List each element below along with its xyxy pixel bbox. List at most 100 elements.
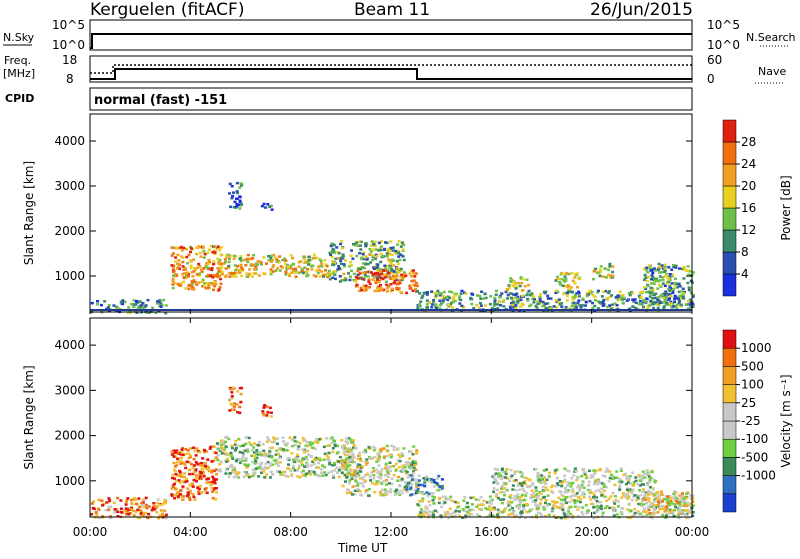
echo-cell (686, 307, 690, 310)
echo-cell (233, 200, 237, 204)
echo-cell (493, 507, 496, 510)
echo-cell (542, 304, 546, 308)
echo-cell (400, 273, 404, 277)
echo-cell (523, 498, 527, 502)
echo-cell (538, 297, 542, 300)
echo-cell (548, 306, 552, 309)
echo-cell (587, 290, 591, 294)
echo-cell (173, 477, 177, 480)
echo-cell (130, 498, 134, 502)
echo-cell (224, 440, 227, 444)
echo-cell (171, 252, 175, 255)
echo-cell (599, 507, 603, 511)
echo-cell (664, 505, 668, 509)
echo-cell (509, 497, 513, 500)
echo-cell (604, 470, 608, 473)
echo-cell (408, 457, 412, 460)
echo-cell (678, 494, 682, 497)
colorbar-swatch (722, 366, 737, 385)
echo-cell (626, 476, 630, 479)
echo-cell (228, 275, 232, 278)
echo-cell (477, 498, 481, 502)
echo-cell (525, 510, 529, 514)
echo-cell (387, 482, 391, 485)
echo-cell (418, 303, 422, 306)
echo-cell (438, 307, 442, 310)
echo-cell (341, 484, 345, 488)
echo-cell (521, 277, 525, 281)
echo-cell (422, 292, 426, 295)
echo-cell (384, 462, 388, 466)
echo-cell (205, 275, 208, 278)
echo-cell (590, 291, 594, 294)
echo-cell (505, 288, 509, 292)
echo-cell (268, 450, 272, 453)
echo-cell (615, 303, 619, 307)
echo-cell (256, 443, 260, 447)
echo-cell (140, 501, 144, 505)
echo-cell (534, 514, 538, 517)
echo-cell (279, 473, 283, 477)
echo-cell (352, 443, 356, 447)
echo-cell (654, 292, 658, 295)
echo-cell (171, 473, 175, 477)
echo-cell (372, 267, 376, 270)
echo-cell (647, 471, 651, 475)
echo-cell (242, 449, 246, 452)
echo-cell (379, 252, 383, 256)
echo-cell (175, 491, 179, 495)
echo-cell (279, 472, 283, 475)
echo-cell (563, 498, 567, 501)
echo-cell (401, 469, 405, 472)
echo-cell (141, 302, 145, 305)
echo-cell (203, 450, 206, 454)
echo-cell (206, 275, 210, 278)
echo-cell (343, 473, 347, 477)
echo-cell (229, 388, 233, 391)
echo-cell (383, 273, 387, 276)
echo-cell (443, 495, 447, 499)
echo-cell (549, 297, 553, 300)
echo-cell (552, 305, 556, 308)
echo-cell (681, 509, 685, 512)
echo-cell (426, 494, 430, 498)
echo-cell (619, 469, 623, 472)
echo-cell (590, 502, 593, 505)
echo-cell (554, 298, 558, 302)
echo-cell (502, 298, 506, 302)
echo-cell (174, 465, 177, 468)
echo-cell (405, 291, 409, 295)
echo-cell (670, 305, 674, 308)
echo-cell (344, 467, 348, 470)
echo-cell (640, 504, 644, 508)
echo-cell (501, 300, 505, 303)
echo-cell (564, 307, 568, 311)
echo-cell (439, 304, 443, 307)
nsearch-tick-bottom: 10^0 (707, 38, 740, 52)
echo-cell (175, 246, 179, 249)
echo-cell (649, 502, 653, 505)
echo-cell (328, 274, 332, 277)
echo-cell (173, 497, 177, 500)
echo-cell (564, 279, 568, 282)
echo-cell (570, 476, 574, 480)
echo-cell (581, 481, 585, 485)
echo-cell (514, 296, 518, 299)
echo-cell (559, 502, 563, 505)
echo-cell (349, 254, 353, 258)
echo-cell (685, 496, 689, 500)
echo-cell (345, 437, 349, 440)
echo-cell (355, 254, 359, 258)
echo-cell (159, 302, 163, 305)
echo-cell (174, 256, 178, 259)
echo-cell (121, 302, 125, 306)
echo-cell (224, 436, 228, 439)
echo-cell (494, 480, 498, 483)
echo-cell (535, 493, 539, 496)
echo-cell (194, 461, 198, 464)
echo-cell (564, 489, 568, 492)
echo-cell (202, 267, 206, 270)
echo-cell (324, 473, 328, 477)
echo-cell (354, 275, 358, 279)
